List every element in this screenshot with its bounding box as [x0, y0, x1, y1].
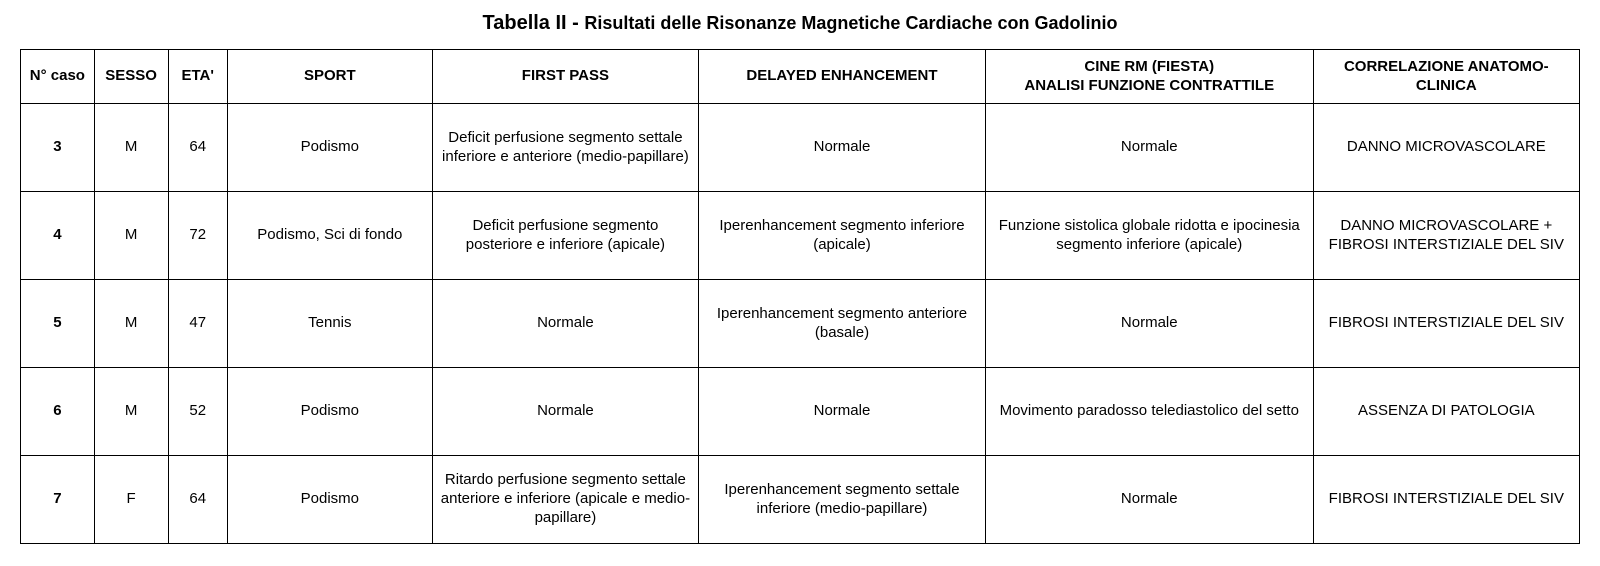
cell-cine: Funzione sistolica globale ridotta e ipo… [985, 192, 1313, 280]
cell-corr: FIBROSI INTERSTIZIALE DEL SIV [1313, 456, 1579, 544]
col-caso: N° caso [21, 50, 95, 104]
col-first: FIRST PASS [432, 50, 698, 104]
cell-sesso: M [94, 368, 168, 456]
cell-caso: 4 [21, 192, 95, 280]
cell-sport: Tennis [227, 280, 432, 368]
cell-delay: Normale [699, 368, 986, 456]
cell-delay: Iperenhancement segmento anteriore (basa… [699, 280, 986, 368]
cell-eta: 52 [168, 368, 227, 456]
cell-first: Ritardo perfusione segmento settale ante… [432, 456, 698, 544]
cell-caso: 5 [21, 280, 95, 368]
cell-corr: FIBROSI INTERSTIZIALE DEL SIV [1313, 280, 1579, 368]
cell-corr: DANNO MICROVASCOLARE + FIBROSI INTERSTIZ… [1313, 192, 1579, 280]
cell-delay: Iperenhancement segmento settale inferio… [699, 456, 986, 544]
cell-first: Deficit perfusione segmento posteriore e… [432, 192, 698, 280]
cell-first: Deficit perfusione segmento settale infe… [432, 104, 698, 192]
cell-eta: 64 [168, 104, 227, 192]
cell-corr: ASSENZA DI PATOLOGIA [1313, 368, 1579, 456]
col-sport: SPORT [227, 50, 432, 104]
cell-cine: Movimento paradosso telediastolico del s… [985, 368, 1313, 456]
col-delay: DELAYED ENHANCEMENT [699, 50, 986, 104]
col-cine: CINE RM (FIESTA)ANALISI FUNZIONE CONTRAT… [985, 50, 1313, 104]
table-row: 5 M 47 Tennis Normale Iperenhancement se… [21, 280, 1580, 368]
cell-sesso: M [94, 192, 168, 280]
table-row: 7 F 64 Podismo Ritardo perfusione segmen… [21, 456, 1580, 544]
cell-eta: 72 [168, 192, 227, 280]
results-table: N° caso SESSO ETA' SPORT FIRST PASS DELA… [20, 49, 1580, 544]
cell-sport: Podismo, Sci di fondo [227, 192, 432, 280]
cell-first: Normale [432, 280, 698, 368]
cell-sport: Podismo [227, 368, 432, 456]
col-sesso: SESSO [94, 50, 168, 104]
cell-sesso: M [94, 104, 168, 192]
cell-cine: Normale [985, 104, 1313, 192]
cell-caso: 3 [21, 104, 95, 192]
header-row: N° caso SESSO ETA' SPORT FIRST PASS DELA… [21, 50, 1580, 104]
cell-delay: Iperenhancement segmento inferiore (apic… [699, 192, 986, 280]
table-row: 3 M 64 Podismo Deficit perfusione segmen… [21, 104, 1580, 192]
cell-cine: Normale [985, 456, 1313, 544]
cell-eta: 47 [168, 280, 227, 368]
table-row: 4 M 72 Podismo, Sci di fondo Deficit per… [21, 192, 1580, 280]
col-eta: ETA' [168, 50, 227, 104]
table-row: 6 M 52 Podismo Normale Normale Movimento… [21, 368, 1580, 456]
cell-cine: Normale [985, 280, 1313, 368]
cell-sesso: M [94, 280, 168, 368]
col-corr: CORRELAZIONE ANATOMO-CLINICA [1313, 50, 1579, 104]
cell-first: Normale [432, 368, 698, 456]
title-rest: Risultati delle Risonanze Magnetiche Car… [584, 13, 1117, 33]
cell-corr: DANNO MICROVASCOLARE [1313, 104, 1579, 192]
title-prefix: Tabella II - [483, 12, 585, 34]
cell-caso: 7 [21, 456, 95, 544]
cell-sesso: F [94, 456, 168, 544]
cell-caso: 6 [21, 368, 95, 456]
cell-eta: 64 [168, 456, 227, 544]
table-title: Tabella II - Risultati delle Risonanze M… [20, 12, 1580, 35]
cell-sport: Podismo [227, 104, 432, 192]
cell-sport: Podismo [227, 456, 432, 544]
cell-delay: Normale [699, 104, 986, 192]
